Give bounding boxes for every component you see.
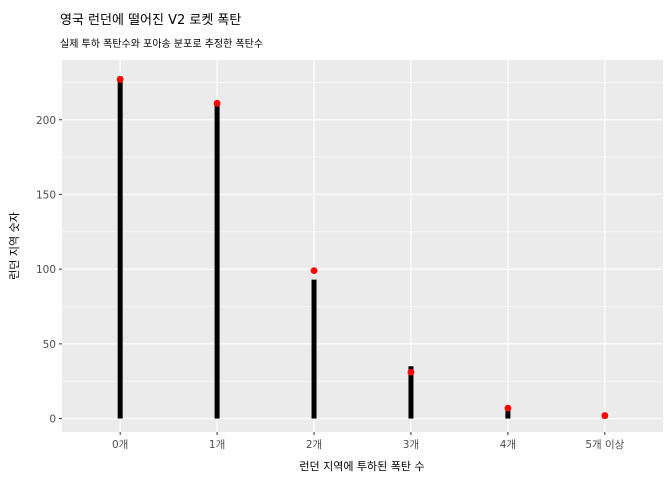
chart-title: 영국 런던에 떨어진 V2 로켓 폭탄 [60,13,241,28]
x-tick-label: 4개 [500,439,516,451]
x-tick-label: 1개 [209,439,225,451]
x-axis-title: 런던 지역에 투하된 폭탄 수 [299,459,424,473]
x-tick-label: 0개 [112,439,128,451]
bar [214,103,220,419]
y-tick-label: 150 [36,189,56,201]
y-axis-title: 런던 지역 숫자 [8,212,21,280]
x-tick-label: 2개 [306,439,322,451]
point [504,404,512,412]
bar [311,279,317,419]
bar [117,76,123,419]
y-tick-label: 200 [36,115,56,127]
point [601,412,609,419]
y-tick-label: 50 [43,339,56,351]
y-axis: 0 50 100 150 200 [36,115,62,426]
point [213,99,221,107]
points [116,76,609,419]
chart-subtitle: 실제 투하 폭탄수와 포아송 분포로 추정한 폭탄수 [60,37,263,50]
y-tick-label: 100 [36,264,56,276]
grid-minor [62,82,663,382]
point [116,76,124,83]
x-tick-label: 3개 [403,439,419,451]
x-axis: 0개 1개 2개 3개 4개 5개 이상 [112,432,625,451]
bar [408,366,414,419]
bar [505,408,511,419]
x-tick-label: 5개 이상 [585,439,624,451]
point [407,368,415,376]
plot-panel [62,60,663,432]
y-tick-label: 0 [49,414,56,426]
point [310,267,318,275]
